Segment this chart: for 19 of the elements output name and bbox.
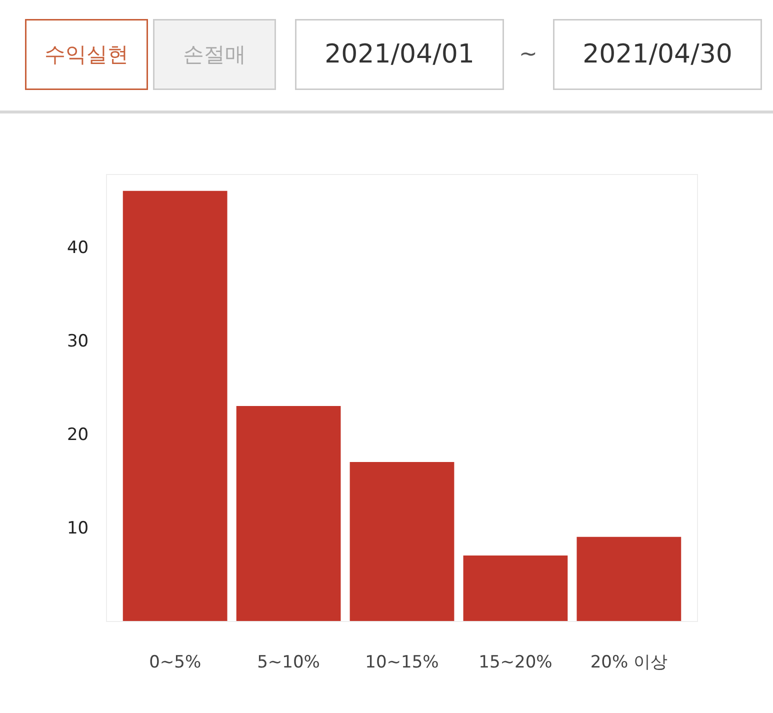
bar xyxy=(122,190,228,621)
text: ~ xyxy=(519,42,538,67)
x-tick-label: 10~15% xyxy=(365,652,439,672)
bar xyxy=(350,462,454,621)
text: 수익실현 xyxy=(44,42,128,66)
y-tick-label: 10 xyxy=(66,518,89,538)
text: 2021/04/30 xyxy=(582,40,732,70)
y-tick-label: 30 xyxy=(66,331,89,352)
bar xyxy=(236,406,341,621)
bar xyxy=(463,556,568,621)
x-tick-label: 5~10% xyxy=(257,652,320,672)
x-tick-label: 15~20% xyxy=(478,652,552,672)
bar xyxy=(576,536,682,621)
x-tick-label: 20% 이상 xyxy=(590,652,668,672)
y-tick-label: 20 xyxy=(66,424,89,445)
text: 2021/04/01 xyxy=(324,40,474,70)
y-tick-label: 40 xyxy=(66,238,89,258)
text: 손절매 xyxy=(183,42,246,66)
x-tick-label: 0~5% xyxy=(149,652,202,672)
